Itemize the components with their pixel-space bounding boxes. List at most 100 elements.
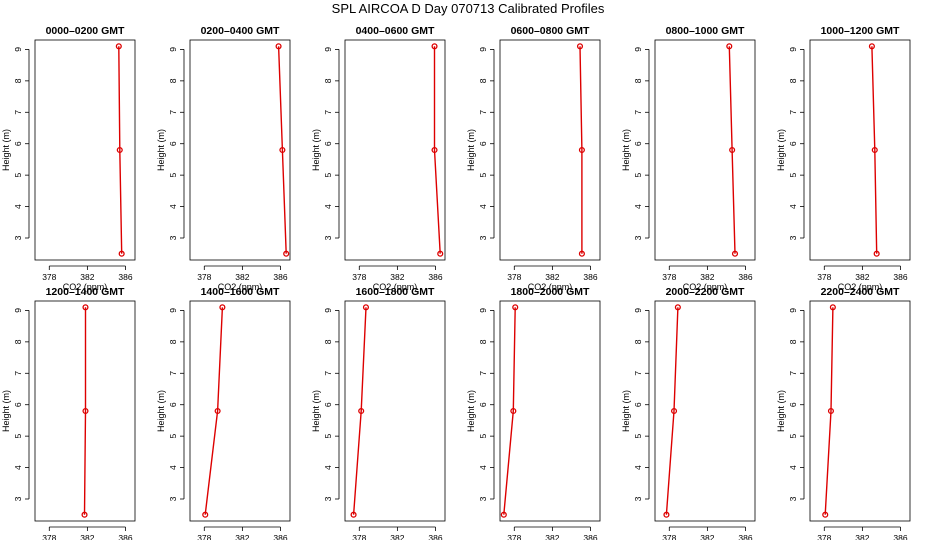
co2-profile-line <box>118 46 123 254</box>
y-tick-label: 3 <box>633 235 643 240</box>
co2-profile-line <box>824 307 834 515</box>
x-tick-label: 386 <box>273 533 287 540</box>
y-tick-label: 4 <box>323 204 333 209</box>
y-tick-label: 5 <box>13 173 23 178</box>
co2-profile-line <box>433 46 441 254</box>
y-tick-label: 4 <box>478 204 488 209</box>
y-tick-label: 6 <box>323 402 333 407</box>
y-tick-label: 7 <box>478 371 488 376</box>
y-tick-label: 7 <box>323 110 333 115</box>
y-tick-label: 8 <box>788 339 798 344</box>
y-tick-label: 6 <box>633 402 643 407</box>
y-tick-label: 9 <box>13 308 23 313</box>
x-tick-label: 386 <box>583 272 597 282</box>
y-axis-label: Height (m) <box>311 129 321 171</box>
panel-title: 0800–1000 GMT <box>666 25 745 37</box>
y-axis-label: Height (m) <box>776 129 786 171</box>
plot-frame <box>499 39 601 261</box>
x-tick-label: 386 <box>738 533 752 540</box>
x-tick-label: 386 <box>738 272 752 282</box>
y-tick-label: 7 <box>478 110 488 115</box>
co2-profile-line <box>204 307 224 515</box>
y-tick-label: 7 <box>323 371 333 376</box>
y-tick-label: 9 <box>168 47 178 52</box>
y-tick-label: 8 <box>323 78 333 83</box>
x-tick-label: 386 <box>118 272 132 282</box>
co2-point <box>279 146 286 154</box>
x-tick-label: 382 <box>235 533 249 540</box>
co2-point <box>578 146 585 154</box>
x-tick-label: 382 <box>390 533 404 540</box>
y-tick-label: 4 <box>633 204 643 209</box>
co2-profile-line <box>579 46 583 254</box>
y-tick-label: 7 <box>788 371 798 376</box>
panel-title: 1200–1400 GMT <box>46 286 125 298</box>
plot-frame <box>34 39 136 261</box>
y-tick-label: 3 <box>13 496 23 501</box>
y-axis-label: Height (m) <box>621 390 631 432</box>
y-tick-label: 6 <box>168 141 178 146</box>
y-tick-label: 4 <box>168 204 178 209</box>
y-tick-label: 5 <box>323 434 333 439</box>
y-tick-label: 8 <box>168 78 178 83</box>
y-tick-label: 3 <box>788 235 798 240</box>
x-tick-label: 386 <box>893 533 907 540</box>
x-tick-label: 382 <box>390 272 404 282</box>
y-tick-label: 7 <box>633 371 643 376</box>
panel-title: 0600–0800 GMT <box>511 25 590 37</box>
panel-title: 1400–1600 GMT <box>201 286 280 298</box>
co2-point <box>81 511 88 518</box>
y-tick-label: 7 <box>633 110 643 115</box>
x-tick-label: 382 <box>545 272 559 282</box>
plot-frame <box>809 39 911 261</box>
co2-point <box>431 146 438 154</box>
co2-point <box>118 250 125 257</box>
y-tick-label: 6 <box>633 141 643 146</box>
y-tick-label: 9 <box>788 308 798 313</box>
co2-point <box>275 43 282 50</box>
x-tick-label: 382 <box>855 533 869 540</box>
y-tick-label: 7 <box>13 371 23 376</box>
y-tick-label: 5 <box>633 434 643 439</box>
y-tick-label: 4 <box>788 465 798 470</box>
co2-point <box>726 43 733 50</box>
x-tick-label: 386 <box>893 272 907 282</box>
y-tick-label: 7 <box>168 371 178 376</box>
co2-profile-line <box>665 307 679 515</box>
x-tick-label: 378 <box>197 272 211 282</box>
co2-point <box>214 407 221 415</box>
y-tick-label: 8 <box>13 339 23 344</box>
co2-point <box>358 407 365 415</box>
co2-point <box>731 250 739 257</box>
profile-panel: 0600–0800 GMT 378 382 386 CO2 (ppm) 3 4 5 6 7 8 9 He… <box>466 25 601 292</box>
panel-title: 0000–0200 GMT <box>46 25 125 37</box>
y-tick-label: 3 <box>788 496 798 501</box>
y-tick-label: 8 <box>323 339 333 344</box>
x-tick-label: 378 <box>352 272 366 282</box>
y-tick-label: 5 <box>633 173 643 178</box>
co2-profile-line <box>728 46 736 254</box>
y-tick-label: 3 <box>323 235 333 240</box>
x-tick-label: 386 <box>273 272 287 282</box>
x-tick-label: 378 <box>507 533 521 540</box>
y-tick-label: 9 <box>633 308 643 313</box>
panel-title: 0200–0400 GMT <box>201 25 280 37</box>
x-tick-label: 386 <box>583 533 597 540</box>
y-tick-label: 7 <box>168 110 178 115</box>
x-tick-label: 378 <box>507 272 521 282</box>
x-axis-label: CO2 (ppm) <box>218 282 263 292</box>
y-tick-label: 9 <box>323 47 333 52</box>
x-tick-label: 378 <box>42 533 56 540</box>
x-tick-label: 386 <box>428 533 442 540</box>
profile-panel: 1000–1200 GMT 378 382 386 CO2 (ppm) 3 4 5 6 7 8 9 He… <box>776 25 911 292</box>
y-axis-label: Height (m) <box>311 390 321 432</box>
profile-panel: 0400–0600 GMT 378 382 386 CO2 (ppm) 3 4 5 6 7 8 9 He… <box>311 25 446 292</box>
x-axis-label: CO2 (ppm) <box>63 282 108 292</box>
co2-point <box>431 43 438 50</box>
y-tick-label: 7 <box>13 110 23 115</box>
